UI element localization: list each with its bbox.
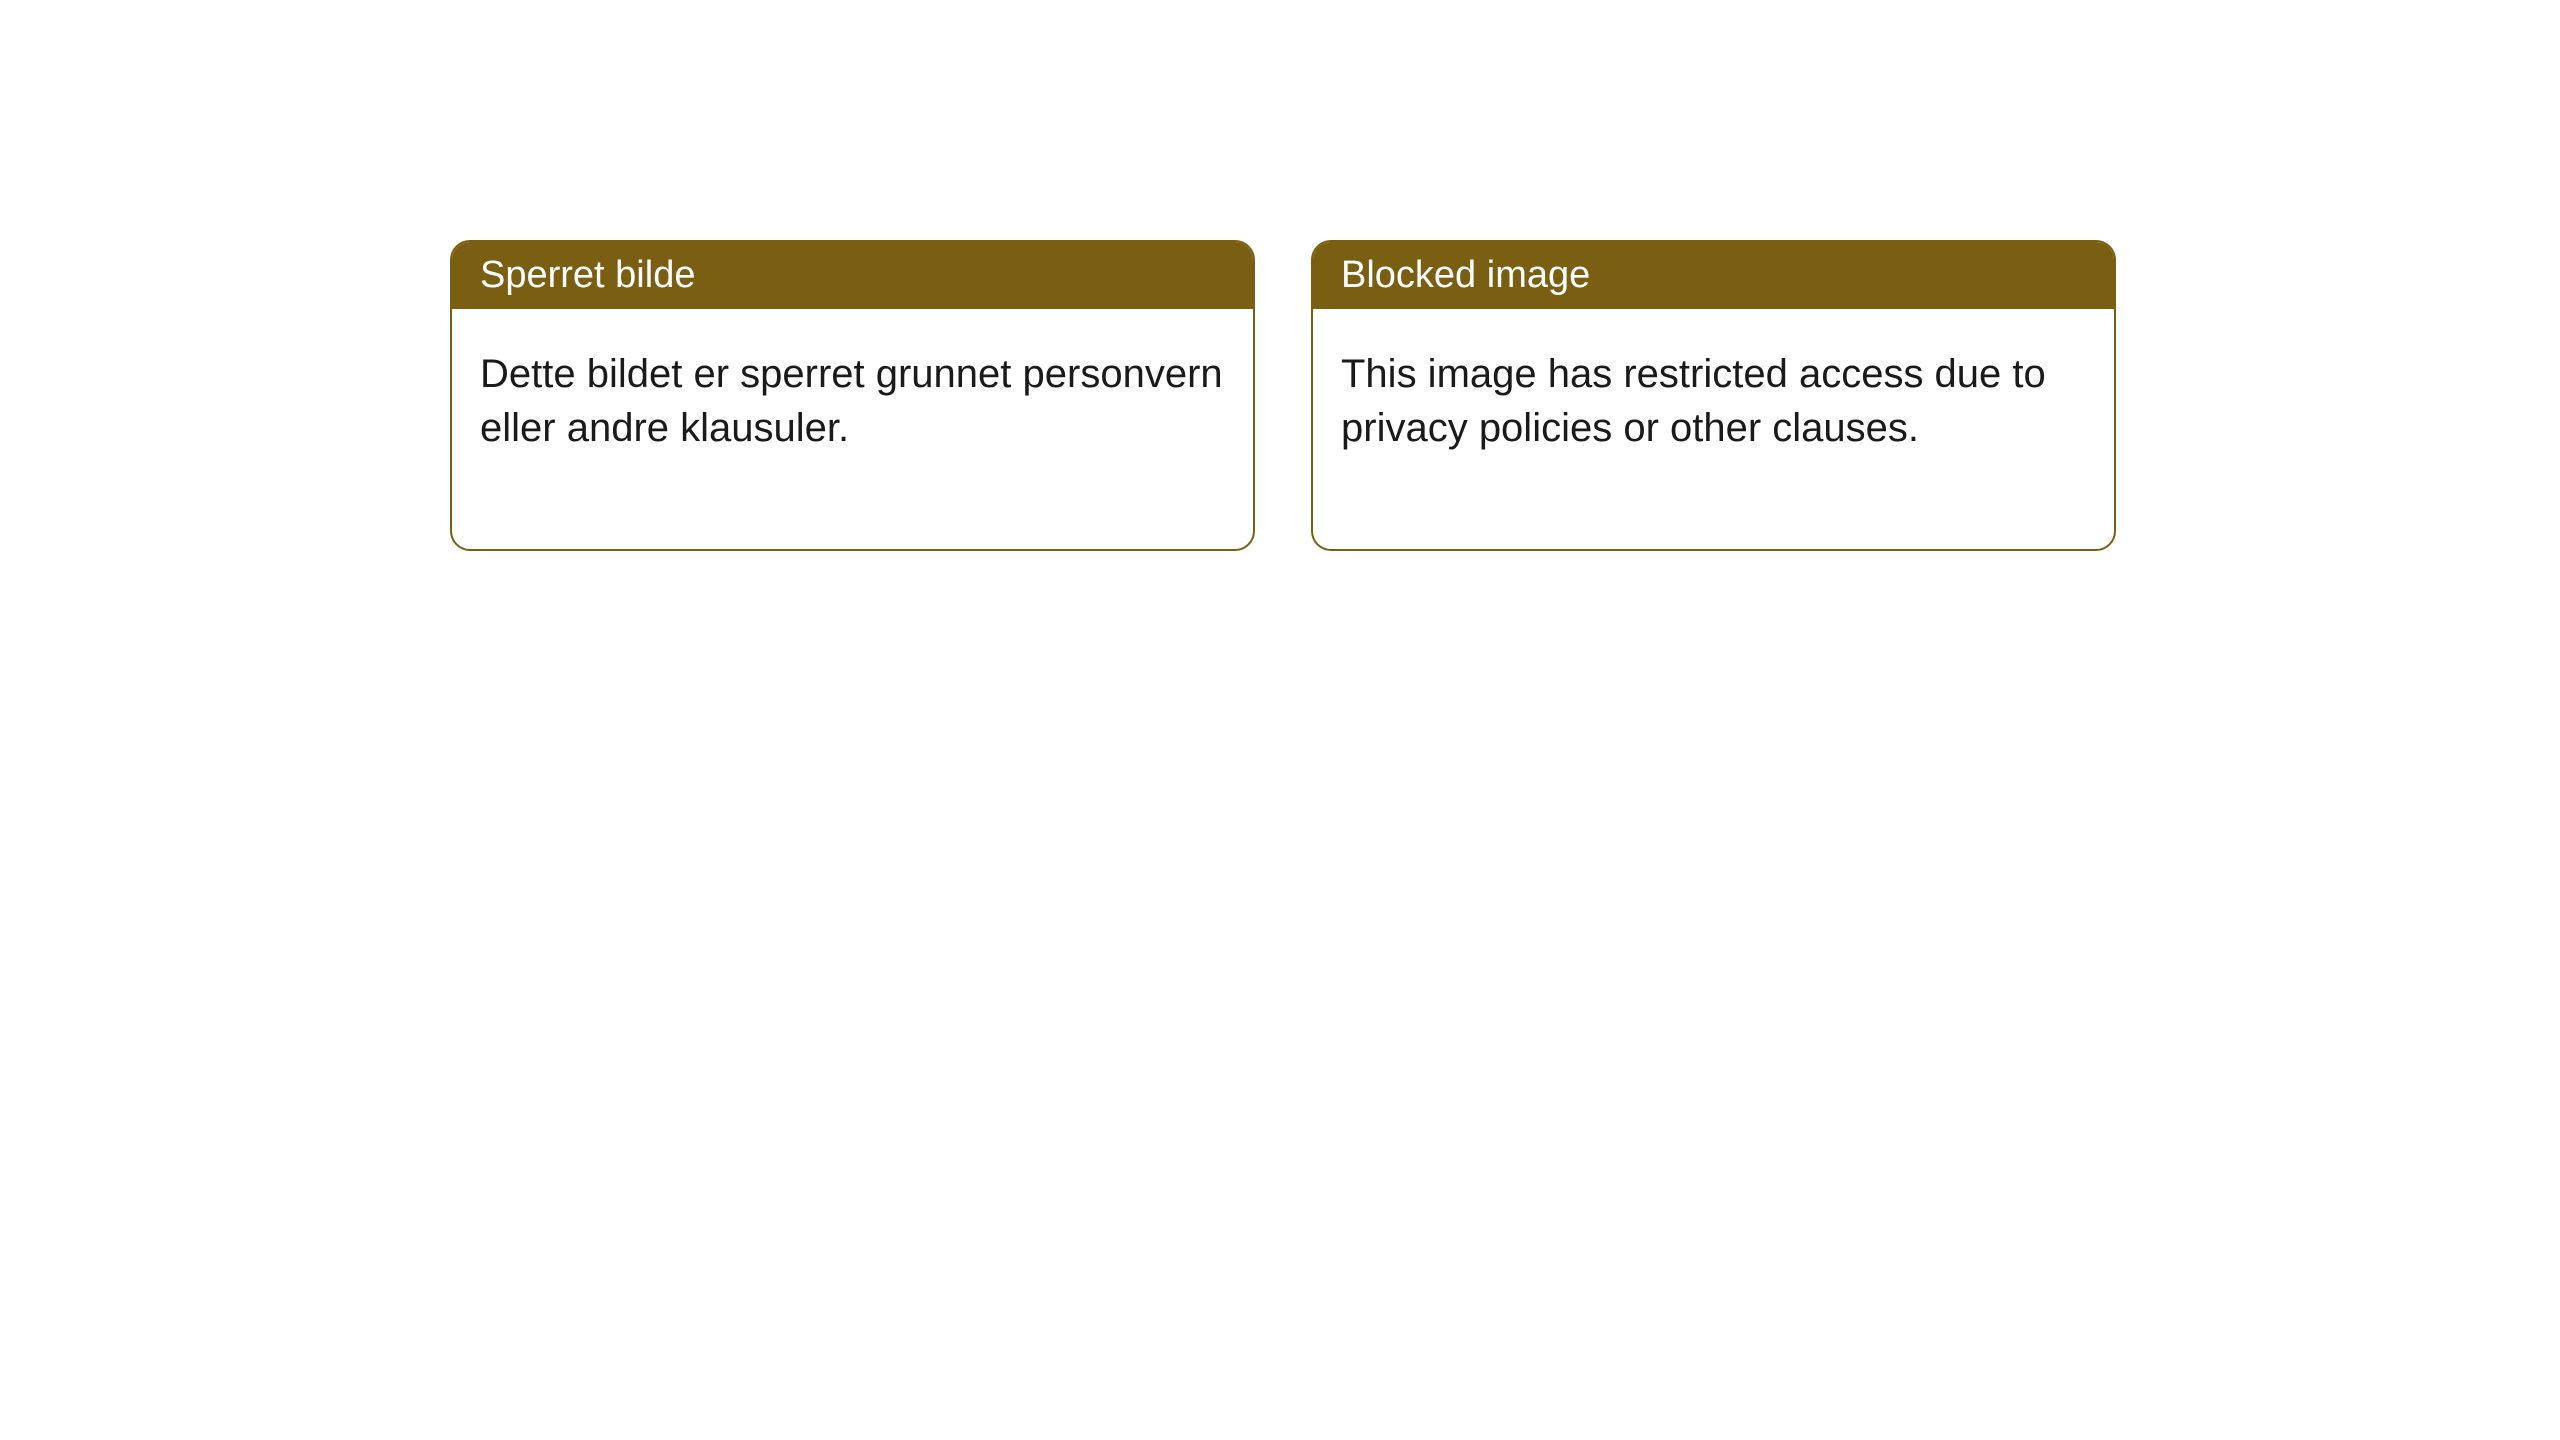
notice-cards-container: Sperret bilde Dette bildet er sperret gr…	[450, 240, 2116, 551]
card-title: Blocked image	[1341, 254, 1590, 296]
notice-card-norwegian: Sperret bilde Dette bildet er sperret gr…	[450, 240, 1255, 551]
card-body-text: Dette bildet er sperret grunnet personve…	[480, 352, 1223, 450]
card-header: Blocked image	[1313, 242, 2114, 309]
card-body: This image has restricted access due to …	[1313, 309, 2114, 549]
card-body-text: This image has restricted access due to …	[1341, 352, 2046, 450]
card-body: Dette bildet er sperret grunnet personve…	[452, 309, 1253, 549]
notice-card-english: Blocked image This image has restricted …	[1311, 240, 2116, 551]
card-header: Sperret bilde	[452, 242, 1253, 309]
card-title: Sperret bilde	[480, 254, 695, 296]
